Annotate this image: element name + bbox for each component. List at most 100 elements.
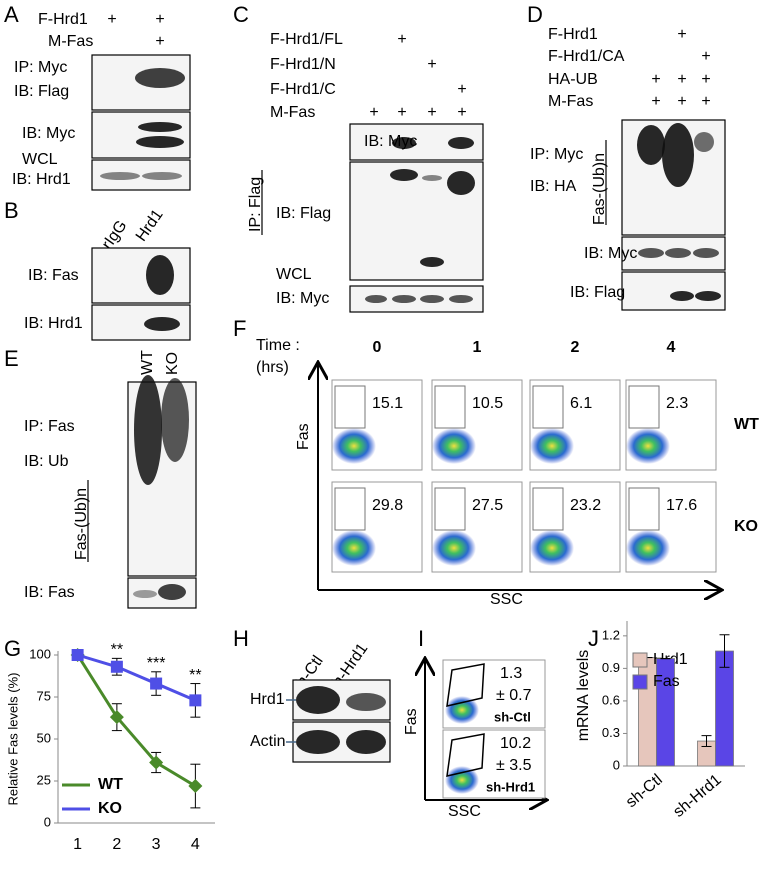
percent: 15.1 bbox=[372, 395, 403, 412]
legend-swatch bbox=[632, 674, 648, 690]
band bbox=[158, 584, 186, 600]
band bbox=[161, 378, 189, 462]
percent: 17.6 bbox=[666, 497, 697, 514]
gate bbox=[532, 487, 564, 531]
treatment-label: F-Hrd1/C bbox=[270, 81, 336, 98]
lane-mark: + bbox=[369, 104, 378, 121]
x-tick-label: sh-Hrd1 bbox=[670, 771, 725, 821]
blot-label: IP: Myc bbox=[14, 59, 67, 76]
cell-cloud bbox=[432, 428, 476, 464]
annotation: ** bbox=[189, 667, 201, 684]
band bbox=[136, 136, 184, 148]
treatment-label: HA-UB bbox=[548, 71, 598, 88]
line bbox=[76, 654, 197, 788]
y-axis-label: Relative Fas levels (%) bbox=[5, 673, 20, 806]
lane-mark: + bbox=[107, 11, 116, 28]
x-tick-label: sh-Ctl bbox=[623, 771, 666, 811]
error: ± 3.5 bbox=[496, 757, 532, 774]
bar bbox=[715, 650, 734, 767]
blot-label: IB: Flag bbox=[276, 205, 331, 222]
blot-label: IB: Flag bbox=[14, 83, 69, 100]
y-axis-label: mRNA levels bbox=[575, 650, 592, 742]
percent: 27.5 bbox=[472, 497, 503, 514]
panel-label: I bbox=[418, 626, 424, 651]
row-label: sh-Hrd1 bbox=[486, 779, 535, 794]
y-tick-label: 0 bbox=[44, 814, 51, 829]
axis-label: SSC bbox=[490, 591, 523, 608]
treatment-label: M-Fas bbox=[270, 104, 315, 121]
y-tick-label: 0.3 bbox=[602, 725, 620, 740]
lane-label: KO bbox=[164, 352, 181, 375]
cell-cloud bbox=[530, 530, 574, 566]
gate bbox=[434, 385, 466, 429]
x-tick-label: 4 bbox=[191, 836, 200, 853]
lane-mark: + bbox=[677, 71, 686, 88]
y-tick-label: 0 bbox=[613, 757, 620, 772]
blot-label: WCL bbox=[276, 266, 312, 283]
line bbox=[77, 653, 196, 702]
band bbox=[346, 730, 386, 754]
band bbox=[390, 169, 418, 181]
panel-label: H bbox=[233, 626, 249, 651]
band bbox=[146, 255, 174, 295]
time-label: Time : bbox=[256, 337, 300, 354]
cell-cloud bbox=[626, 428, 670, 464]
lane-mark: + bbox=[651, 93, 660, 110]
axis-label: Fas bbox=[295, 423, 312, 450]
lane-mark: + bbox=[397, 31, 406, 48]
band bbox=[392, 295, 416, 303]
cell-cloud bbox=[332, 530, 376, 566]
blot-label: Fas-(Ub)n bbox=[73, 488, 90, 560]
y-tick-label: 25 bbox=[37, 772, 51, 787]
y-tick-label: 0.6 bbox=[602, 692, 620, 707]
blot-label: IB: Myc bbox=[364, 133, 417, 150]
annotation: *** bbox=[147, 655, 166, 672]
lane-label: Hrd1 bbox=[133, 206, 167, 244]
x-tick-label: 1 bbox=[73, 836, 82, 853]
band bbox=[138, 122, 182, 132]
time-value: 0 bbox=[373, 339, 382, 356]
panel-label: B bbox=[4, 198, 19, 223]
blot-label: Actin bbox=[250, 733, 286, 750]
lane-mark: + bbox=[427, 56, 436, 73]
lane-mark: + bbox=[651, 71, 660, 88]
percent: 6.1 bbox=[570, 395, 592, 412]
axis-label: Fas bbox=[403, 708, 420, 735]
treatment-label: M-Fas bbox=[548, 93, 593, 110]
panel-label: F bbox=[233, 316, 246, 341]
band bbox=[133, 590, 157, 598]
marker bbox=[189, 694, 202, 707]
band bbox=[100, 172, 140, 180]
lane-mark: + bbox=[701, 93, 710, 110]
band bbox=[142, 172, 182, 180]
gate bbox=[334, 487, 366, 531]
band bbox=[449, 295, 473, 303]
error: ± 0.7 bbox=[496, 687, 532, 704]
time-value: 4 bbox=[667, 339, 676, 356]
lane-mark: + bbox=[397, 104, 406, 121]
band bbox=[296, 730, 340, 754]
gate bbox=[434, 487, 466, 531]
band bbox=[346, 693, 386, 711]
cell-cloud bbox=[626, 530, 670, 566]
lane-mark: + bbox=[457, 81, 466, 98]
band bbox=[296, 686, 340, 714]
panel-label: G bbox=[4, 636, 21, 661]
blot-label: IB: Ub bbox=[24, 453, 69, 470]
panel-label: A bbox=[4, 2, 19, 27]
gate bbox=[628, 385, 660, 429]
percent: 23.2 bbox=[570, 497, 601, 514]
y-tick-label: 75 bbox=[37, 688, 51, 703]
blot-label: IB: Fas bbox=[28, 267, 79, 284]
gate bbox=[446, 733, 485, 777]
treatment-label: F-Hrd1/CA bbox=[548, 48, 625, 65]
band bbox=[665, 248, 691, 258]
treatment-label: F-Hrd1/N bbox=[270, 56, 336, 73]
legend-label: Fas bbox=[653, 673, 680, 690]
gate bbox=[446, 663, 485, 707]
lane-mark: + bbox=[677, 26, 686, 43]
percent: 29.8 bbox=[372, 497, 403, 514]
legend-label: KO bbox=[98, 800, 122, 817]
panel-label: E bbox=[4, 346, 19, 371]
